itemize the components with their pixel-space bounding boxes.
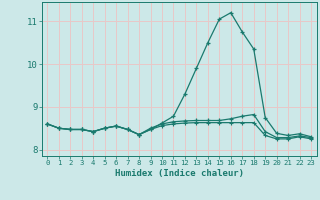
X-axis label: Humidex (Indice chaleur): Humidex (Indice chaleur) (115, 169, 244, 178)
